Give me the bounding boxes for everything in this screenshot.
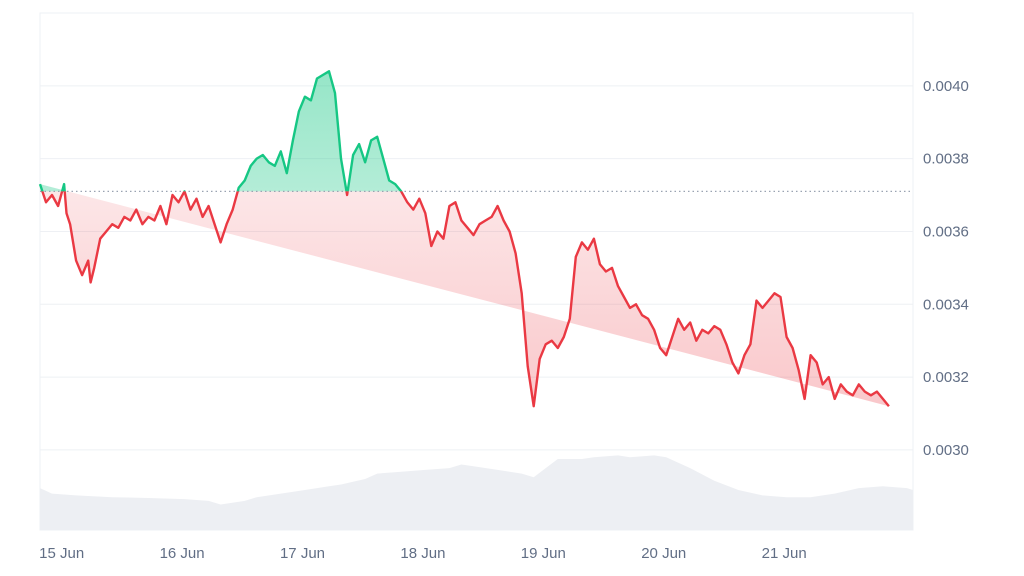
y-tick-label: 0.0030 bbox=[923, 442, 969, 459]
y-tick-label: 0.0038 bbox=[923, 151, 969, 168]
price-area-below-baseline bbox=[42, 191, 889, 407]
x-axis: 15 Jun 16 Jun 17 Jun 18 Jun 19 Jun 20 Jun 21 J… bbox=[39, 545, 807, 562]
x-tick-label: 15 Jun bbox=[39, 545, 84, 562]
y-tick-label: 0.0032 bbox=[923, 369, 969, 386]
y-tick-label: 0.0034 bbox=[923, 296, 969, 313]
x-tick-label: 16 Jun bbox=[160, 545, 205, 562]
x-tick-label: 20 Jun bbox=[641, 545, 686, 562]
x-tick-label: 21 Jun bbox=[762, 545, 807, 562]
y-tick-label: 0.0040 bbox=[923, 78, 969, 95]
volume-area bbox=[40, 455, 913, 530]
x-tick-label: 17 Jun bbox=[280, 545, 325, 562]
x-tick-label: 19 Jun bbox=[521, 545, 566, 562]
y-axis: 0.0030 0.0032 0.0034 0.0036 0.0038 0.0040 bbox=[923, 78, 969, 459]
y-tick-label: 0.0036 bbox=[923, 223, 969, 240]
price-line-below-baseline bbox=[41, 191, 890, 408]
x-tick-label: 18 Jun bbox=[400, 545, 445, 562]
gridlines bbox=[40, 85, 913, 451]
